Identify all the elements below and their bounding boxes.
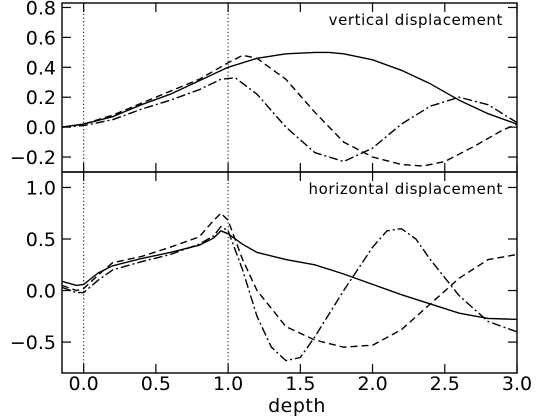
panel-frame-horizontal (61, 171, 518, 374)
series-layer (61, 51, 518, 362)
x-tick-label-6: 3.0 (502, 373, 532, 395)
x-tick-label-1: 0.5 (141, 373, 171, 395)
y-tick-label-vertical-0: 0.8 (26, 0, 56, 19)
panel-title-vertical: vertical displacement (329, 11, 503, 29)
x-tick-label-0: 0.0 (69, 373, 99, 395)
panel-title-horizontal: horizontal displacement (309, 180, 503, 198)
series-line-horizontal-dashed (61, 212, 518, 348)
labels-layer: 0.8 0.6 0.4 0.2 0.0 −0.2 vertical displacement… (10, 0, 532, 395)
y-tick-label-vertical-3: 0.2 (26, 87, 56, 109)
y-tick-label-vertical-2: 0.4 (26, 57, 56, 79)
y-tick-label-horizontal-2: 0.0 (26, 281, 56, 303)
series-line-vertical-dashed (61, 54, 518, 167)
x-tick-label-4: 2.0 (357, 373, 387, 395)
y-tick-label-horizontal-0: 1.0 (26, 177, 56, 199)
x-tick-label-2: 1.0 (213, 373, 243, 395)
series-line-vertical-solid (61, 51, 518, 128)
series-line-horizontal-solid (61, 230, 518, 321)
x-tick-label-3: 1.5 (285, 373, 315, 395)
y-tick-label-vertical-1: 0.6 (26, 27, 56, 49)
y-tick-label-horizontal-1: 0.5 (26, 229, 56, 251)
y-tick-label-vertical-5: −0.2 (10, 147, 56, 169)
series-line-vertical-dashdot (61, 77, 518, 163)
tick-marks-layer (62, 3, 518, 373)
series-line-horizontal-dashdot (61, 225, 518, 362)
x-tick-label-5: 2.5 (430, 373, 460, 395)
panel-frames-layer (61, 2, 518, 374)
reference-lines-layer (83, 3, 229, 373)
x-axis-title: depth (268, 395, 326, 417)
y-tick-label-vertical-4: 0.0 (26, 117, 56, 139)
y-tick-label-horizontal-3: −0.5 (10, 332, 56, 354)
